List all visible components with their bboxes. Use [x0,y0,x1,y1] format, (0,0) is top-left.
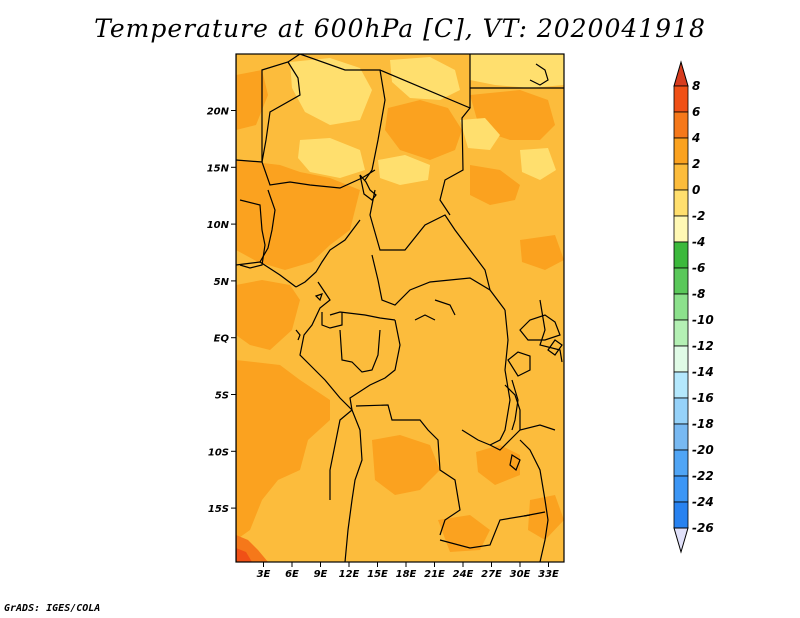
colorbar-label: -6 [692,261,705,275]
colorbar-label: 6 [692,105,700,119]
colorbar-label: -22 [692,469,714,483]
lon-tick-label: 15E [367,569,388,580]
colorbar-segment [673,267,689,295]
colorbar-label: -12 [692,339,714,353]
colorbar-segment [673,293,689,321]
lon-tick-label: 12E [339,569,360,580]
colorbar-label: -14 [692,365,714,379]
colorbar-label: -4 [692,235,705,249]
colorbar-segment [673,345,689,373]
lat-tick-label: 10N [207,220,230,231]
colorbar-label: -2 [692,209,705,223]
lon-tick-label: 18E [396,569,417,580]
colorbar-segment [673,397,689,425]
lon-tick-label: 3E [257,569,271,580]
cool-patches [290,54,564,185]
lat-tick-label: EQ [214,334,230,345]
colorbar-label: -26 [692,521,714,535]
colorbar-segment [673,215,689,243]
colorbar-segment [673,423,689,451]
colorbar-label: 8 [692,79,700,93]
colorbar-bottom-arrow [673,527,689,554]
colorbar-segment [673,319,689,347]
colorbar-segment [673,163,689,191]
colorbar-label: -18 [692,417,714,431]
longitude-axis: 3E 6E 9E 12E 15E 18E 21E 24E 27E 30E 33E [257,562,559,580]
colorbar-segment [673,501,689,529]
colorbar-segment [673,137,689,165]
lon-tick-label: 24E [453,569,474,580]
lat-tick-label: 15S [208,504,229,515]
credit-label: GrADS: IGES/COLA [4,603,101,614]
lat-tick-label: 5S [215,391,229,402]
colorbar-label: 2 [692,157,700,171]
lat-tick-label: 20N [207,107,230,118]
lon-tick-label: 6E [285,569,299,580]
lat-tick-label: 15N [207,163,230,174]
boundaries [236,54,564,562]
map-frame [235,53,565,563]
colorbar-segment [673,189,689,217]
latitude-axis: 20N 15N 10N 5N EQ 5S 10S 15S [207,107,236,515]
colorbar-label: -16 [692,391,714,405]
colorbar-top-arrow [673,60,689,87]
hottest-corner [236,548,252,562]
colorbar-segment [673,85,689,113]
map-title: Temperature at 600hPa [C], VT: 202004191… [94,14,706,43]
colorbar-label: -20 [692,443,714,457]
colorbar-label: -24 [692,495,714,509]
lon-tick-label: 30E [510,569,531,580]
lon-tick-label: 33E [538,569,559,580]
colorbar-segment [673,475,689,503]
temperature-field [236,54,564,562]
lon-tick-label: 9E [314,569,328,580]
colorbar-label: -10 [692,313,714,327]
colorbar-segment [673,111,689,139]
colorbar-segment [673,449,689,477]
lat-tick-label: 10S [208,447,229,458]
colorbar-segment [673,371,689,399]
colorbar-segment [673,241,689,269]
lon-tick-label: 27E [481,569,502,580]
colorbar-label: 0 [692,183,700,197]
colorbar-label: -8 [692,287,705,301]
colorbar-label: 4 [691,131,700,145]
colorbar: 8 6 4 2 0 -2 -4 -6 -8 -10 -12 -14 -16 -18 -20 -22 -24 -26 [673,60,714,554]
lat-tick-label: 5N [214,277,230,288]
lon-tick-label: 21E [424,569,445,580]
